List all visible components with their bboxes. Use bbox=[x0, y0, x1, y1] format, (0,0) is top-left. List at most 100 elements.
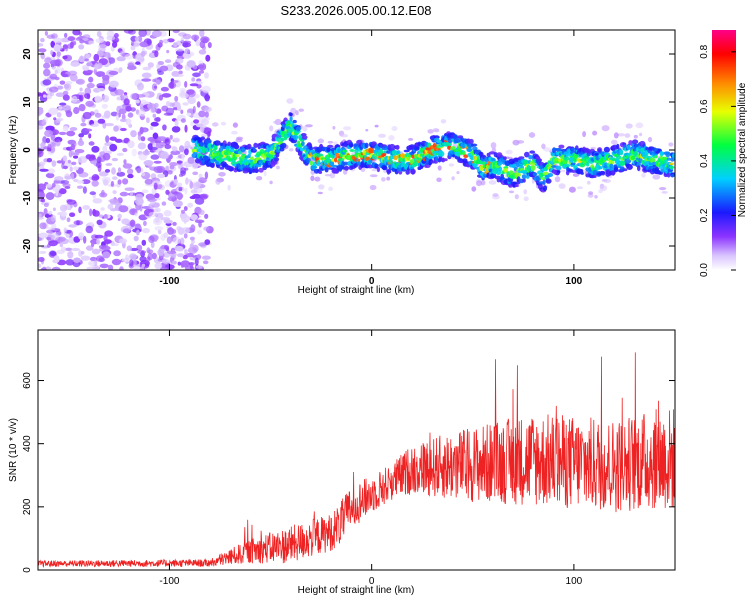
spectrogram-noise-blob bbox=[38, 183, 46, 191]
spectrogram-noise-blob bbox=[108, 57, 116, 64]
spectrogram-noise-blob bbox=[62, 155, 68, 162]
spectrogram-signal-blob bbox=[234, 145, 239, 150]
spectrogram-signal-blob bbox=[293, 134, 299, 141]
spectrogram-signal-blob bbox=[660, 151, 665, 156]
spectrogram-noise-blob bbox=[149, 125, 154, 130]
spectrogram-noise-blob bbox=[162, 124, 167, 131]
spectrogram-signal-blob bbox=[254, 168, 259, 174]
spectrogram-signal-blob bbox=[470, 143, 478, 147]
spectrogram-noise-blob bbox=[184, 124, 188, 133]
snr-xlabel: Height of straight line (km) bbox=[298, 585, 415, 596]
spectrogram-noise-blob bbox=[110, 243, 119, 247]
spectrogram-noise-blob bbox=[218, 172, 226, 177]
spectrogram-noise-blob bbox=[103, 51, 111, 58]
spectrogram-noise-blob bbox=[202, 37, 208, 44]
spectrogram-noise-blob bbox=[165, 189, 170, 195]
spectrogram-noise-blob bbox=[80, 255, 91, 261]
spectrogram-noise-blob bbox=[588, 191, 594, 195]
spectrogram-noise-blob bbox=[147, 198, 157, 202]
spectrogram-noise-blob bbox=[113, 33, 119, 38]
spectrogram-noise-blob bbox=[176, 192, 183, 201]
spectrogram-noise-blob bbox=[91, 242, 95, 248]
spectrogram-noise-blob bbox=[38, 213, 42, 218]
spectrogram-noise-blob bbox=[318, 184, 325, 190]
spectrogram-noise-blob bbox=[51, 182, 56, 188]
spectrogram-noise-blob bbox=[40, 52, 46, 60]
spectrogram-noise-blob bbox=[118, 69, 122, 73]
spectrogram-noise-blob bbox=[51, 266, 61, 270]
spectrogram-noise-blob bbox=[328, 186, 333, 191]
spectrogram-noise-blob bbox=[141, 263, 146, 267]
spectrogram-noise-blob bbox=[50, 59, 60, 66]
spectrogram-noise-blob bbox=[153, 166, 163, 174]
spectrogram-noise-blob bbox=[116, 171, 126, 177]
spectrogram-noise-blob bbox=[44, 31, 49, 36]
spectrogram-noise-blob bbox=[131, 148, 137, 157]
spectrogram-noise-blob bbox=[183, 249, 188, 254]
spectrogram-noise-blob bbox=[192, 182, 201, 190]
spectrogram-noise-blob bbox=[163, 210, 172, 217]
spectrogram-signal-blob bbox=[295, 126, 301, 132]
spectrogram-noise-blob bbox=[125, 254, 130, 261]
spectrogram-noise-blob bbox=[70, 61, 80, 67]
spectrogram-noise-blob bbox=[99, 263, 109, 269]
spectrogram-noise-blob bbox=[39, 168, 49, 172]
spectrogram-noise-blob bbox=[110, 200, 120, 205]
spectrogram-signal-blob bbox=[632, 139, 639, 144]
spectrogram-noise-blob bbox=[133, 266, 141, 270]
spectrogram-noise-blob bbox=[71, 161, 77, 166]
spectrogram-signal-blob bbox=[316, 161, 321, 167]
spectrogram-noise-blob bbox=[329, 172, 336, 179]
y-tick-label: 400 bbox=[22, 435, 33, 452]
spectrogram-signal-blob bbox=[410, 168, 416, 175]
spectrogram-noise-blob bbox=[164, 59, 172, 63]
spectrogram-noise-blob bbox=[69, 212, 76, 217]
spectrogram-signal-blob bbox=[563, 156, 570, 161]
spectrogram-signal-blob bbox=[281, 137, 285, 142]
spectrogram-signal-blob bbox=[545, 178, 552, 184]
spectrogram-signal-blob bbox=[620, 160, 626, 165]
spectrogram-noise-blob bbox=[365, 129, 369, 132]
spectrogram-signal-blob bbox=[202, 148, 206, 154]
spectrogram-noise-blob bbox=[269, 125, 274, 132]
spectrogram-signal-blob bbox=[344, 167, 349, 171]
spectrogram-noise-blob bbox=[198, 70, 205, 74]
spectrogram-noise-blob bbox=[192, 171, 199, 176]
spectrogram-noise-blob bbox=[93, 53, 100, 62]
spectrogram-signal-blob bbox=[573, 157, 577, 163]
spectrogram-noise-blob bbox=[63, 165, 68, 170]
spectrogram-signal-blob bbox=[296, 140, 301, 145]
spectrogram-noise-blob bbox=[572, 173, 580, 177]
spectrogram-noise-blob bbox=[162, 39, 169, 44]
spectrogram-noise-blob bbox=[190, 224, 196, 233]
y-tick-label: 0 bbox=[22, 147, 33, 153]
spectrogram-noise-blob bbox=[56, 112, 62, 118]
spectrogram-noise-blob bbox=[635, 122, 644, 129]
spectrogram-noise-blob bbox=[85, 245, 94, 251]
spectrogram-signal-blob bbox=[393, 155, 399, 161]
spectrogram-signal-blob bbox=[334, 157, 338, 163]
spectrogram-signal-blob bbox=[273, 157, 280, 162]
spectrogram-noise-blob bbox=[95, 255, 104, 262]
spectrogram-noise-blob bbox=[163, 112, 174, 116]
spectrogram-noise-blob bbox=[48, 210, 53, 215]
spectrogram-noise-blob bbox=[476, 180, 482, 187]
spectrogram-noise-blob bbox=[58, 105, 63, 110]
spectrogram-noise-blob bbox=[371, 168, 378, 172]
spectrogram-signal-blob bbox=[332, 164, 338, 168]
spectrogram-noise-blob bbox=[174, 73, 184, 77]
spectrogram-noise-blob bbox=[88, 141, 95, 146]
spectrogram-noise-blob bbox=[119, 118, 128, 123]
spectrogram-noise-blob bbox=[201, 133, 208, 137]
spectrogram-noise-blob bbox=[190, 214, 199, 221]
spectrogram-noise-blob bbox=[91, 248, 101, 255]
spectrogram-noise-blob bbox=[298, 108, 304, 112]
spectrogram-noise-blob bbox=[58, 188, 67, 195]
spectrogram-signal-blob bbox=[210, 162, 215, 168]
spectrogram-noise-blob bbox=[51, 160, 57, 167]
spectrogram-signal-blob bbox=[463, 154, 469, 158]
spectrogram-noise-blob bbox=[191, 161, 199, 169]
spectrogram-noise-blob bbox=[172, 221, 177, 226]
spectrogram-noise-blob bbox=[190, 189, 198, 194]
spectrogram-noise-blob bbox=[182, 42, 192, 48]
